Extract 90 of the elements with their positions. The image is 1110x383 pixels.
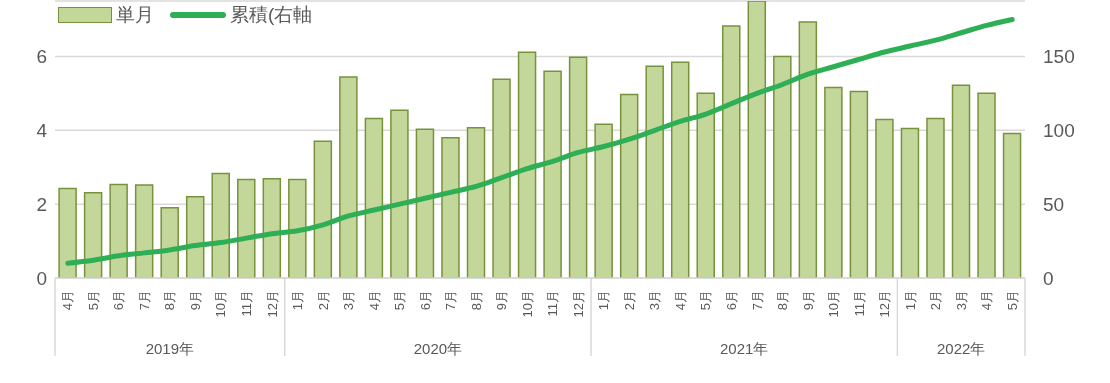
x-tick-label: 11月 — [239, 290, 254, 317]
x-tick-label: 3月 — [341, 290, 357, 311]
x-tick-label: 11月 — [545, 290, 561, 317]
bar — [645, 65, 664, 278]
bar — [543, 70, 562, 278]
bar — [364, 117, 384, 278]
bar — [798, 21, 818, 278]
bar — [492, 78, 511, 278]
x-tick-label: 5月 — [1004, 290, 1020, 311]
x-tick-label: 2月 — [621, 290, 637, 311]
text: 2020年 — [412, 340, 464, 359]
x-tick-label: 10月 — [826, 290, 842, 318]
x-tick-label: 11月 — [851, 290, 867, 317]
x-tick-label: 5月 — [698, 290, 714, 311]
bar — [160, 207, 179, 278]
bar — [109, 183, 128, 278]
bar — [926, 117, 945, 278]
x-tick-label: 4月 — [672, 290, 688, 311]
x-tick-label: 9月 — [800, 290, 816, 311]
y2-tick-label: 100 — [1043, 120, 1075, 142]
bar — [211, 172, 230, 278]
bar — [58, 187, 77, 278]
bar — [670, 61, 690, 278]
bar — [466, 126, 486, 278]
bar — [415, 128, 435, 278]
bar — [951, 84, 971, 278]
bar — [594, 123, 613, 278]
bar — [747, 1, 767, 278]
x-tick-label: 9月 — [494, 290, 510, 311]
bar — [875, 118, 894, 278]
bar — [237, 178, 256, 278]
bar — [849, 90, 869, 278]
y-tick-label: 4 — [36, 120, 48, 142]
bar — [288, 178, 307, 278]
legend-label: 単月 — [116, 3, 154, 27]
x-tick-label: 12月 — [877, 290, 893, 318]
bar — [390, 109, 409, 278]
x-tick-label: 12月 — [570, 290, 586, 318]
x-tick-label: 7月 — [136, 290, 152, 311]
x-tick-label: 7月 — [443, 290, 459, 311]
x-tick-label: 6月 — [724, 290, 739, 311]
y2-tick-label: 150 — [1043, 46, 1075, 68]
bar — [339, 76, 358, 278]
x-tick-label: 3月 — [953, 290, 969, 311]
y-tick-label: 6 — [36, 46, 47, 68]
x-tick-label: 2月 — [315, 290, 331, 311]
bar — [185, 196, 205, 278]
text: 2021年 — [719, 340, 770, 359]
x-tick-label: 9月 — [187, 290, 203, 311]
text: 2022年 — [936, 340, 987, 359]
bar — [313, 140, 333, 278]
x-tick-label: 4月 — [60, 290, 76, 311]
x-tick-label: 8月 — [775, 290, 791, 311]
x-tick-label: 4月 — [366, 290, 382, 311]
x-tick-label: 5月 — [85, 290, 101, 311]
x-tick-label: 3月 — [647, 290, 663, 311]
x-tick-label: 10月 — [213, 290, 229, 318]
x-tick-label: 6月 — [111, 290, 127, 311]
bar — [517, 51, 537, 278]
bar — [441, 136, 460, 278]
y2-tick-label: 0 — [1043, 267, 1054, 289]
x-tick-label: 4月 — [979, 290, 995, 311]
bar — [722, 25, 741, 278]
y2-tick-label: 50 — [1043, 193, 1065, 215]
y-tick-label: 2 — [36, 193, 47, 215]
x-tick-label: 5月 — [392, 290, 408, 311]
x-tick-label: 8月 — [162, 290, 178, 311]
bar — [568, 56, 588, 278]
bar — [696, 92, 715, 278]
bar — [262, 177, 282, 278]
text: 2019年 — [144, 340, 196, 359]
x-tick-label: 8月 — [468, 290, 484, 311]
x-tick-label: 12月 — [264, 290, 280, 318]
legend-label: 累積(右軸 — [230, 3, 313, 27]
bar — [773, 55, 792, 278]
bar — [900, 127, 920, 278]
x-tick-label: 6月 — [417, 290, 433, 311]
bar — [619, 93, 639, 278]
x-tick-label: 1月 — [596, 290, 612, 311]
x-tick-label: 2月 — [928, 290, 944, 311]
bar — [1002, 132, 1022, 278]
bar — [824, 86, 843, 278]
x-tick-label: 1月 — [290, 290, 306, 311]
bar — [134, 184, 154, 278]
bar — [977, 92, 996, 278]
y-tick-label: 0 — [36, 267, 47, 289]
x-tick-label: 7月 — [749, 290, 765, 311]
bar — [83, 191, 103, 278]
x-tick-label: 10月 — [519, 290, 535, 318]
x-tick-label: 1月 — [902, 290, 918, 311]
